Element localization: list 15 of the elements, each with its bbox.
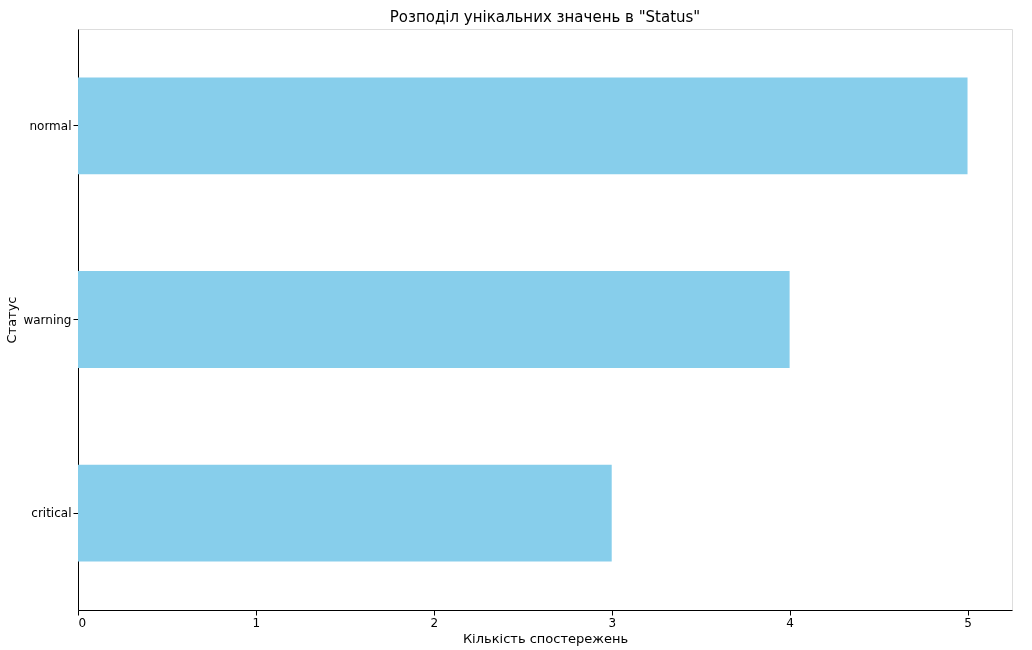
x-tick-label: 5	[964, 615, 972, 630]
x-tick-label: 4	[786, 615, 794, 630]
x-tick-label: 1	[252, 615, 261, 630]
y-tick-label: warning	[23, 312, 72, 327]
bar	[78, 77, 968, 175]
y-tick-label: critical	[31, 506, 72, 521]
bar	[78, 271, 790, 368]
x-tick-label: 3	[608, 615, 617, 630]
bar	[78, 464, 612, 562]
y-tick-label: normal	[29, 118, 72, 133]
chart-title: Розподіл унікальних значень в "Status"	[389, 8, 701, 26]
x-tick-label: 2	[430, 615, 439, 630]
x-axis-title: Кількість спостережень	[462, 630, 629, 646]
y-axis-title: Статус	[4, 296, 20, 344]
x-tick-label: 0	[78, 615, 87, 630]
